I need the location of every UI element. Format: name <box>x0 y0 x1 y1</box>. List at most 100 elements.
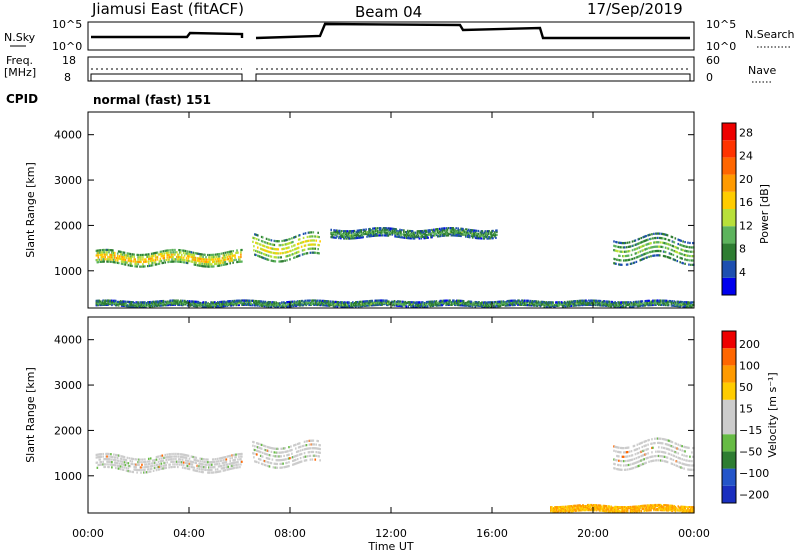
power-echo-cell <box>104 255 106 259</box>
power-echo-cell <box>625 263 628 266</box>
power-echo-cell <box>404 236 406 239</box>
power-echo-cell <box>422 235 425 238</box>
power-echo-cell <box>521 299 523 302</box>
power-echo-cell <box>638 242 641 245</box>
power-echo-cell <box>465 234 467 237</box>
power-echo-cell <box>610 303 613 306</box>
power-echo-cell <box>158 300 161 303</box>
power-echo-cell <box>101 251 103 254</box>
power-echo-cell <box>226 302 229 305</box>
power-echo-cell <box>222 252 225 255</box>
power-echo-cell <box>239 258 241 261</box>
power-echo-cell <box>476 232 479 235</box>
power-echo-cell <box>260 235 263 239</box>
power-echo-cell <box>227 253 230 256</box>
power-echo-cell <box>537 300 540 303</box>
velocity-echo-cell <box>158 468 161 471</box>
power-echo-cell <box>574 303 577 306</box>
velocity-echo-cell <box>107 452 109 456</box>
power-echo-cell <box>233 299 236 302</box>
velocity-echo-cell <box>259 451 262 454</box>
power-echo-cell <box>281 260 283 263</box>
power-echo-cell <box>625 250 628 253</box>
velocity-echo-cell <box>197 464 200 468</box>
power-echo-cell <box>295 255 298 258</box>
power-echo-cell <box>388 233 391 236</box>
velocity-echo-cell <box>271 458 274 461</box>
velocity-echo-cell <box>149 457 152 460</box>
power-echo-cell <box>117 261 120 265</box>
power-echo-cell <box>289 237 291 241</box>
velocity-echo-cell <box>194 456 197 459</box>
power-echo-cell <box>664 233 667 236</box>
power-echo-cell <box>118 257 121 260</box>
power-echo-cell <box>651 233 653 236</box>
power-echo-cell <box>436 301 439 305</box>
power-echo-cell <box>443 233 446 236</box>
velocity-echo-cell <box>205 466 207 469</box>
power-colorbar-tick: 4 <box>739 266 746 279</box>
power-echo-cell <box>445 234 448 237</box>
power-echo-cell <box>197 264 200 267</box>
power-echo-cell <box>615 249 617 252</box>
power-echo-cell <box>229 304 232 307</box>
velocity-echo-cell <box>95 456 98 459</box>
power-echo-cell <box>445 232 448 236</box>
power-echo-cell <box>649 301 651 304</box>
velocity-echo-cell <box>265 449 268 452</box>
power-echo-cell <box>413 234 416 237</box>
power-echo-cell <box>271 301 274 304</box>
power-echo-cell <box>413 301 415 304</box>
power-echo-cell <box>362 231 364 234</box>
velocity-echo-cell <box>134 463 136 466</box>
power-echo-cell <box>384 229 387 233</box>
power-echo-cell <box>495 302 498 305</box>
power-echo-cell <box>666 234 669 237</box>
power-echo-cell <box>390 300 393 303</box>
power-echo-cell <box>378 231 381 234</box>
power-echo-cell <box>126 300 129 303</box>
velocity-echo-cell <box>131 462 134 466</box>
velocity-echo-cell <box>194 461 197 464</box>
power-echo-cell <box>224 256 227 259</box>
velocity-echo-cell <box>169 463 171 466</box>
power-echo-cell <box>98 258 101 261</box>
power-echo-cell <box>421 234 424 237</box>
power-echo-cell <box>622 259 625 262</box>
power-ytick-label: 3000 <box>54 174 82 187</box>
velocity-echo-cell <box>167 458 169 461</box>
power-echo-cell <box>190 260 193 263</box>
power-echo-cell <box>140 258 142 261</box>
velocity-echo-cell <box>196 469 199 473</box>
power-echo-cell <box>197 259 200 262</box>
power-echo-cell <box>241 299 243 302</box>
power-echo-cell <box>395 228 397 231</box>
power-echo-cell <box>215 260 218 263</box>
power-echo-cell <box>462 227 464 231</box>
power-echo-cell <box>224 260 227 264</box>
velocity-echo-cell <box>256 442 258 445</box>
power-echo-cell <box>121 300 124 303</box>
velocity-echo-cell <box>211 458 214 461</box>
power-echo-cell <box>151 259 154 262</box>
power-echo-cell <box>120 260 123 263</box>
power-echo-cell <box>192 303 195 307</box>
power-echo-cell <box>192 258 195 261</box>
power-echo-cell <box>272 259 275 263</box>
power-echo-cell <box>530 304 533 307</box>
power-echo-cell <box>508 303 511 306</box>
power-echo-cell <box>123 256 126 259</box>
velocity-echo-cell <box>259 454 262 457</box>
power-echo-cell <box>119 302 122 305</box>
power-echo-cell <box>691 250 693 253</box>
power-echo-cell <box>427 229 429 232</box>
velocity-echo-cell <box>199 460 201 463</box>
power-echo-cell <box>100 303 103 307</box>
power-echo-cell <box>621 301 623 304</box>
power-echo-cell <box>270 259 273 262</box>
power-echo-cell <box>406 231 409 234</box>
power-echo-cell <box>444 299 446 302</box>
power-echo-cell <box>201 258 203 261</box>
power-echo-cell <box>227 300 230 303</box>
power-echo-cell <box>306 299 308 302</box>
